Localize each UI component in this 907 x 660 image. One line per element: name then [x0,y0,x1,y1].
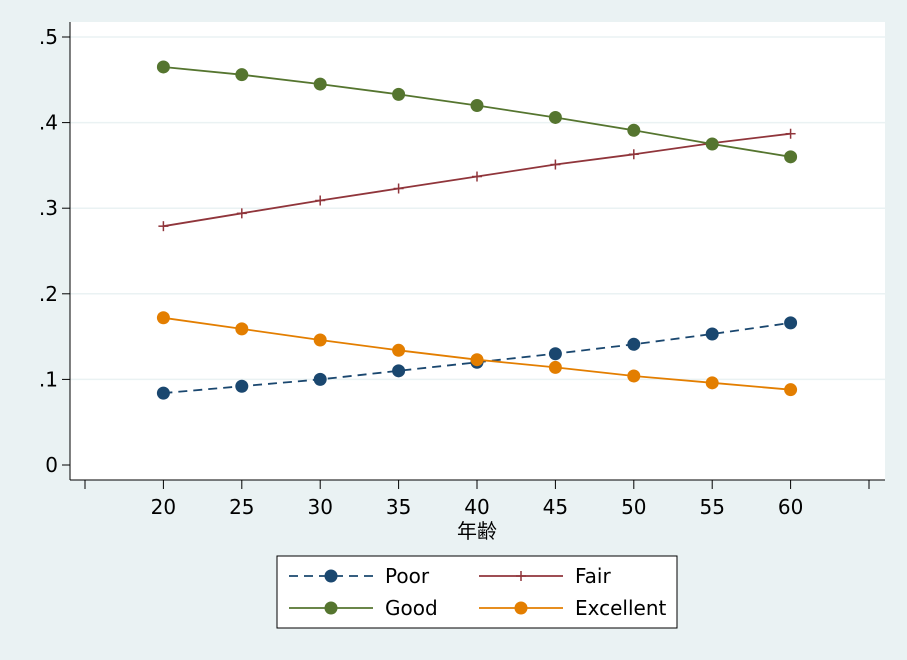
data-point-good [470,98,484,112]
data-point-poor [627,337,641,351]
data-point-good [156,60,170,74]
data-point-excellent [548,360,562,374]
data-point-fair [472,171,482,182]
data-point-excellent [627,369,641,383]
legend-label: Fair [575,564,611,588]
data-point-poor [235,379,249,393]
legend-item-excellent: Excellent [479,596,667,620]
data-point-excellent [470,353,484,367]
data-point-excellent [784,383,798,397]
data-point-excellent [313,333,327,347]
data-point-good [324,601,338,615]
x-tick-label: 60 [778,495,803,519]
x-tick-label: 30 [307,495,332,519]
legend-label: Good [385,596,438,620]
data-point-good [627,123,641,137]
data-point-excellent [392,343,406,357]
data-point-good [548,110,562,124]
data-point-poor [313,372,327,386]
x-tick-label: 25 [229,495,254,519]
data-point-good [313,77,327,91]
plot-area [70,22,885,480]
x-axis-label: 年齢 [457,519,497,543]
series-good [156,60,798,164]
data-point-good [784,150,798,164]
data-point-fair [785,128,796,139]
data-point-good [392,87,406,101]
x-tick-label: 35 [386,495,411,519]
data-point-good [705,137,719,151]
data-point-excellent [705,376,719,390]
data-point-poor [548,347,562,361]
y-tick-label: .5 [39,25,58,49]
data-point-fair [516,571,526,581]
axes: 0 .1 .2 .3 .4 .5 20 25 30 35 40 45 50 55 60 [39,22,885,519]
data-point-poor [784,316,798,330]
data-point-fair [236,208,247,219]
y-tick-label: .3 [39,196,58,220]
series-excellent [156,311,798,397]
x-tick-label: 40 [464,495,489,519]
series-layer [156,60,798,400]
gridlines [70,36,885,381]
x-tick-label: 55 [699,495,724,519]
x-tick-label: 20 [151,495,176,519]
data-point-poor [156,386,170,400]
legend-item-fair: Fair [479,564,611,588]
x-tick-label: 50 [621,495,646,519]
data-point-fair [550,159,561,170]
data-point-fair [158,221,169,232]
legend-item-good: Good [289,596,438,620]
data-point-excellent [235,322,249,336]
y-tick-label: .2 [39,282,58,306]
legend-item-poor: Poor [289,564,430,588]
data-point-fair [393,183,404,194]
legend: Poor Fair Good Excellent [276,555,678,629]
data-point-excellent [514,601,528,615]
data-point-poor [392,364,406,378]
data-point-good [235,68,249,82]
data-point-poor [324,569,338,583]
legend-label: Poor [385,564,430,588]
y-tick-label: .1 [39,367,58,391]
data-point-fair [628,149,639,160]
data-point-fair [315,195,326,206]
y-tick-label: .4 [39,111,58,135]
x-tick-label: 45 [543,495,568,519]
legend-label: Excellent [575,596,667,620]
data-point-poor [705,327,719,341]
data-point-excellent [156,311,170,325]
y-tick-label: 0 [45,453,58,477]
legend-box [276,555,678,629]
